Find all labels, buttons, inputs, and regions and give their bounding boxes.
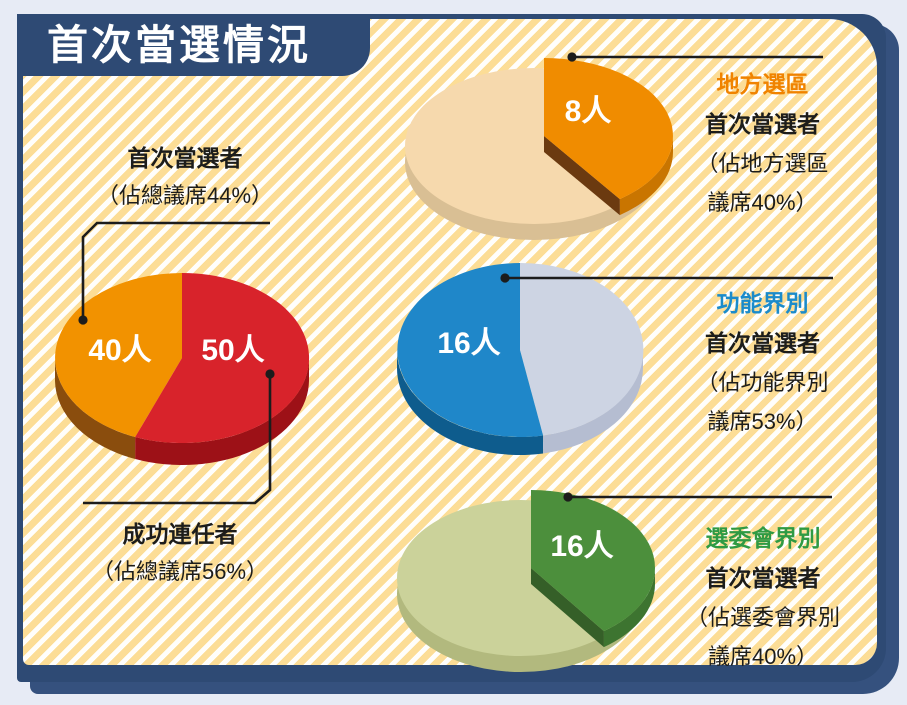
total-pie-orange-value: 40人 (88, 334, 152, 367)
page-title: 首次當選情況 (47, 21, 311, 68)
ec-percent-line1: （佔選委會界別 (685, 605, 840, 630)
ec-pie-value: 16人 (550, 530, 614, 563)
ec-percent-line2: 議席40%） (707, 644, 819, 669)
ec-role-label: 首次當選者 (705, 565, 821, 591)
fc-percent-line2: 議席53%） (707, 409, 818, 434)
fc-category-label: 功能界別 (716, 290, 809, 316)
first-time-percent: （佔總議席44%） (96, 183, 274, 208)
re-elected-percent: （佔總議席56%） (91, 559, 269, 584)
ec-pie-slice-cutface (531, 568, 604, 648)
ec-label-block: 選委會界別 首次當選者 （佔選委會界別 議席40%） (648, 518, 878, 676)
dc-percent-line2: 議席40%） (707, 190, 818, 215)
callout-dot-dc (567, 52, 577, 62)
total-pie-orange-side (55, 358, 136, 459)
fc-pie-blue-slice (397, 263, 544, 437)
total-pie-red-side (135, 358, 309, 465)
callout-line-first-time (81, 221, 270, 320)
callout-dot-fc (500, 273, 510, 283)
ec-pie (397, 490, 656, 672)
dc-pie (405, 58, 673, 240)
ec-pie-green-slice (531, 490, 656, 632)
dc-percent-line1: （佔地方選區 (696, 151, 829, 176)
title-banner: 首次當選情況 (17, 14, 370, 76)
ec-pie-slice-rim (603, 568, 655, 648)
fc-pie-gray-side (543, 350, 644, 454)
dc-pie-slice-rim (619, 136, 673, 216)
callout-dot-re-elected (265, 369, 275, 379)
ec-category-label: 選委會界別 (705, 525, 821, 551)
fc-pie-gray-slice (520, 262, 644, 436)
callout-line-re-elected (83, 374, 272, 505)
fc-label-block: 功能界別 首次當選者 （佔功能界別 議席53%） (655, 283, 870, 441)
total-pie-orange-slice (55, 273, 183, 437)
total-pie (55, 273, 310, 465)
fc-pie-blue-side (396, 350, 544, 456)
fc-percent-line1: （佔功能界別 (696, 370, 829, 395)
fc-pie-value: 16人 (437, 327, 501, 360)
dc-label-block: 地方選區 首次當選者 （佔地方選區 議席40%） (655, 64, 870, 222)
dc-pie-value: 8人 (564, 95, 612, 128)
dc-pie-orange-slice (544, 58, 673, 200)
callout-dot-first-time (78, 315, 88, 325)
total-pie-red-value: 50人 (201, 334, 265, 367)
first-time-label: 首次當選者 (127, 145, 243, 171)
dc-pie-slice-cutface (544, 136, 620, 216)
re-elected-label: 成功連任者 (122, 521, 238, 547)
callout-lines (81, 55, 833, 505)
dc-category-label: 地方選區 (716, 71, 809, 97)
callout-dot-ec (563, 492, 573, 502)
fc-pie (396, 262, 644, 456)
dc-role-label: 首次當選者 (705, 111, 820, 137)
re-elected-label-block: 成功連任者 （佔總議席56%） (50, 516, 310, 590)
fc-role-label: 首次當選者 (705, 330, 820, 356)
total-pie-red-slice (135, 273, 310, 443)
callout-dots (78, 52, 577, 502)
first-time-label-block: 首次當選者 （佔總議席44%） (55, 140, 315, 214)
